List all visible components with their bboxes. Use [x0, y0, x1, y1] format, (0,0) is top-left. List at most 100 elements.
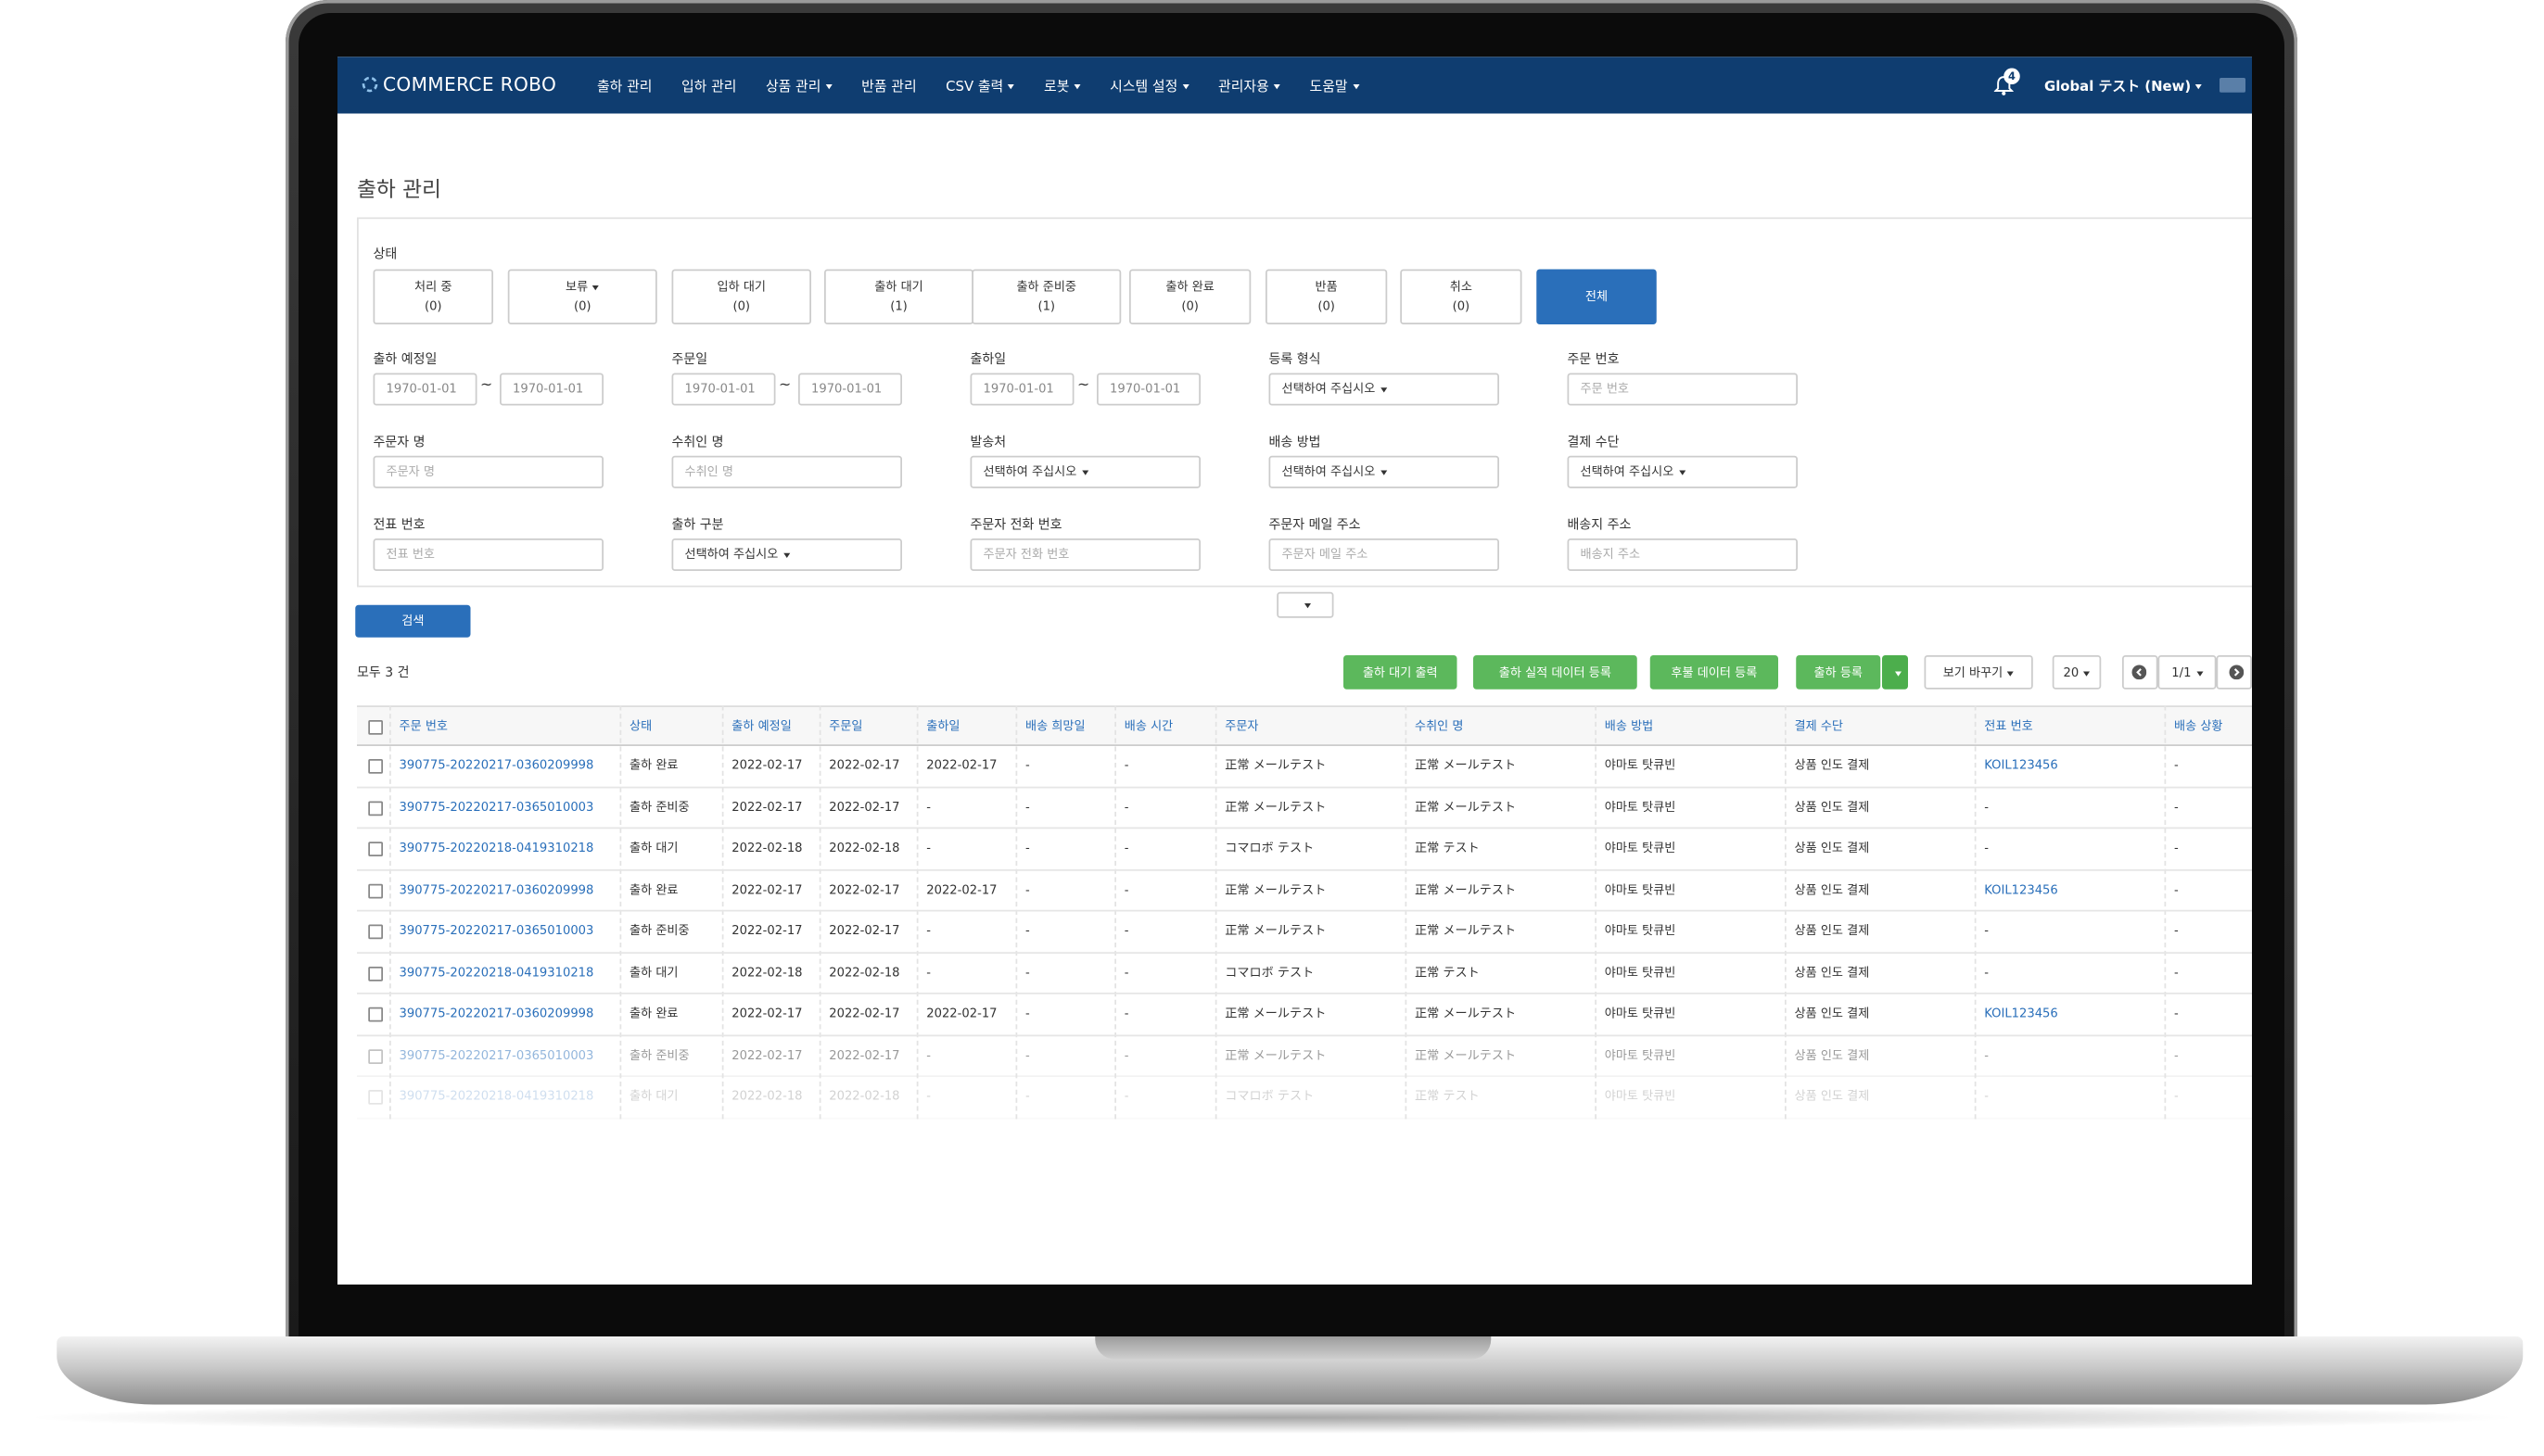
- table-row: 390775-20220217-0360209998 출하 완료 2022-02-1…: [357, 994, 2252, 1036]
- brand-name[interactable]: COMMERCE ROBO: [383, 72, 557, 96]
- row-cell: 상품 인도 결제: [1794, 1006, 1870, 1020]
- menu-item[interactable]: 도움말: [1310, 75, 1359, 95]
- row-link[interactable]: KOIL123456: [1984, 757, 2058, 772]
- date-to[interactable]: 1970-01-01: [1097, 373, 1201, 406]
- date-to[interactable]: 1970-01-01: [500, 373, 604, 406]
- status-button-label: 취소: [1449, 279, 1472, 294]
- action-button-caret[interactable]: [1882, 655, 1908, 690]
- row-checkbox[interactable]: [368, 759, 383, 774]
- row-checkbox[interactable]: [368, 1048, 383, 1064]
- column-header[interactable]: 주문 번호: [399, 718, 448, 733]
- row-link[interactable]: KOIL123456: [1984, 881, 2058, 896]
- menu-item[interactable]: 상품 관리: [766, 75, 833, 95]
- row-link[interactable]: 390775-20220217-0365010003: [399, 798, 594, 814]
- column-divider: [1785, 705, 1787, 1119]
- text-input[interactable]: 주문자 전화 번호: [970, 538, 1201, 571]
- row-cell: 출하 완료: [630, 1006, 679, 1020]
- column-header[interactable]: 출하일: [926, 718, 960, 733]
- row-checkbox[interactable]: [368, 1090, 383, 1105]
- select[interactable]: 선택하여 주십시오: [671, 538, 902, 571]
- row-cell: -: [1124, 1006, 1129, 1020]
- action-button[interactable]: 후불 데이터 등록: [1649, 655, 1778, 690]
- row-cell: 正常 メールテスト: [1415, 798, 1517, 814]
- select[interactable]: 선택하여 주십시오: [1268, 455, 1499, 488]
- menu-item[interactable]: 입하 관리: [681, 78, 737, 95]
- column-header[interactable]: 배송 상황: [2174, 718, 2223, 733]
- action-button[interactable]: 출하 실적 데이터 등록: [1473, 655, 1637, 690]
- status-button[interactable]: 출하 대기 (1): [824, 269, 973, 324]
- text-input[interactable]: 수취인 명: [671, 455, 902, 488]
- row-link[interactable]: 390775-20220217-0365010003: [399, 1046, 594, 1062]
- column-header[interactable]: 배송 방법: [1604, 718, 1654, 733]
- action-button[interactable]: 출하 대기 출력: [1343, 655, 1457, 690]
- menu-item[interactable]: 반품 관리: [861, 78, 917, 95]
- collapse-toggle[interactable]: [1277, 591, 1334, 618]
- row-checkbox[interactable]: [368, 924, 383, 940]
- row-link[interactable]: KOIL123456: [1984, 1006, 2058, 1020]
- row-link[interactable]: 390775-20220217-0360209998: [399, 881, 594, 896]
- pager-status[interactable]: 1/1: [2157, 655, 2217, 690]
- row-cell: 2022-02-17: [731, 881, 803, 896]
- row-cell: -: [1025, 881, 1030, 896]
- text-input[interactable]: 주문 번호: [1567, 373, 1798, 406]
- column-divider: [1974, 705, 1977, 1119]
- column-header[interactable]: 출하 예정일: [731, 718, 792, 733]
- row-cell: 출하 완료: [630, 757, 679, 772]
- column-header[interactable]: 전표 번호: [1984, 718, 2033, 733]
- column-header[interactable]: 결제 수단: [1794, 718, 1843, 733]
- status-button[interactable]: 출하 준비중 (1): [972, 269, 1122, 324]
- row-checkbox[interactable]: [368, 1007, 383, 1022]
- status-button[interactable]: 입하 대기 (0): [671, 269, 811, 324]
- column-header[interactable]: 배송 희망일: [1025, 718, 1086, 733]
- status-button[interactable]: 전체: [1536, 269, 1657, 324]
- row-link[interactable]: 390775-20220217-0365010003: [399, 922, 594, 938]
- status-button[interactable]: 반품 (0): [1266, 269, 1388, 324]
- row-cell: 2022-02-17: [731, 922, 803, 938]
- select[interactable]: 선택하여 주십시오: [970, 455, 1201, 488]
- menu-item[interactable]: 관리자용: [1218, 75, 1280, 95]
- column-header[interactable]: 수취인 명: [1415, 718, 1464, 733]
- view-toggle[interactable]: 보기 바꾸기: [1924, 655, 2033, 690]
- select-all-checkbox[interactable]: [368, 720, 383, 735]
- status-button[interactable]: 취소 (0): [1400, 269, 1522, 324]
- column-header[interactable]: 상태: [630, 718, 653, 733]
- menu-item[interactable]: 출하 관리: [597, 78, 653, 95]
- status-button[interactable]: 보류 (0): [507, 269, 657, 324]
- status-button[interactable]: 출하 완료 (0): [1129, 269, 1252, 324]
- date-from[interactable]: 1970-01-01: [671, 373, 776, 406]
- select[interactable]: 선택하여 주십시오: [1268, 373, 1499, 406]
- text-input[interactable]: 주문자 명: [373, 455, 604, 488]
- date-from[interactable]: 1970-01-01: [373, 373, 477, 406]
- text-input[interactable]: 전표 번호: [373, 538, 604, 571]
- search-button[interactable]: 검색: [355, 604, 471, 638]
- select[interactable]: 선택하여 주십시오: [1567, 455, 1798, 488]
- user-menu[interactable]: Global テスト (New): [2044, 76, 2202, 96]
- status-button-count: (1): [1037, 298, 1056, 313]
- date-to[interactable]: 1970-01-01: [798, 373, 902, 406]
- notification-badge: 4: [2003, 68, 2020, 84]
- row-cell: -: [2174, 1088, 2179, 1103]
- row-checkbox[interactable]: [368, 800, 383, 816]
- status-button[interactable]: 처리 중 (0): [373, 269, 493, 324]
- row-checkbox[interactable]: [368, 966, 383, 981]
- text-input[interactable]: 배송지 주소: [1567, 538, 1798, 571]
- row-link[interactable]: 390775-20220218-0419310218: [399, 840, 594, 855]
- menu-item[interactable]: CSV 출력: [946, 75, 1014, 95]
- page-size[interactable]: 20: [2052, 655, 2102, 690]
- row-cell: 正常 テスト: [1415, 964, 1480, 980]
- row-checkbox[interactable]: [368, 842, 383, 856]
- menu-item[interactable]: 로봇: [1044, 75, 1081, 95]
- row-link[interactable]: 390775-20220217-0360209998: [399, 1006, 594, 1020]
- column-header[interactable]: 배송 시간: [1124, 718, 1174, 733]
- pager-prev[interactable]: [2122, 655, 2158, 690]
- row-checkbox[interactable]: [368, 882, 383, 898]
- row-link[interactable]: 390775-20220218-0419310218: [399, 964, 594, 980]
- column-header[interactable]: 주문자: [1225, 718, 1259, 733]
- column-header[interactable]: 주문일: [829, 718, 863, 733]
- date-from[interactable]: 1970-01-01: [970, 373, 1075, 406]
- text-input[interactable]: 주문자 메일 주소: [1268, 538, 1499, 571]
- menu-item[interactable]: 시스템 설정: [1110, 75, 1189, 95]
- action-button[interactable]: 출하 등록: [1796, 655, 1881, 690]
- row-link[interactable]: 390775-20220218-0419310218: [399, 1088, 594, 1103]
- row-link[interactable]: 390775-20220217-0360209998: [399, 757, 594, 772]
